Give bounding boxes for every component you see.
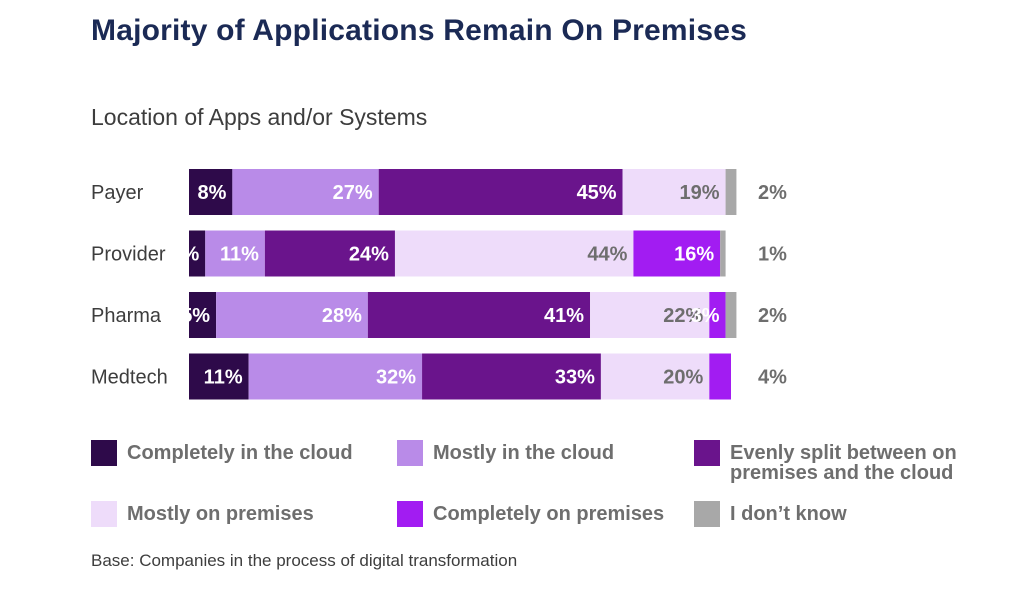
- segment-label: 5%: [181, 305, 210, 327]
- legend-item-completely-premises: Completely on premises: [397, 501, 664, 527]
- bar-segment: [216, 292, 368, 338]
- legend-label: Mostly on premises: [127, 503, 314, 525]
- category-label: Medtech: [91, 367, 168, 389]
- segment-label: 41%: [544, 305, 584, 327]
- segment-label: 27%: [333, 182, 373, 204]
- chart-footnote: Base: Companies in the process of digita…: [91, 551, 518, 570]
- bar-segment: [720, 230, 726, 277]
- bar-segment: [205, 230, 265, 277]
- end-label: 4%: [758, 367, 787, 389]
- segment-label: 19%: [680, 182, 720, 204]
- segment-label: 32%: [376, 367, 416, 389]
- bar-segment: [622, 169, 726, 215]
- legend-swatch: [694, 501, 720, 527]
- end-label: 1%: [758, 244, 787, 266]
- legend-item-completely-cloud: Completely in the cloud: [91, 440, 353, 466]
- legend-swatch: [397, 501, 423, 527]
- bar-segment: [367, 292, 591, 338]
- category-label: Pharma: [91, 305, 162, 327]
- bar-segment: [709, 292, 726, 338]
- bar-segment: [590, 292, 710, 338]
- legend-label: Completely on premises: [433, 503, 665, 525]
- segment-label: 45%: [577, 182, 617, 204]
- legend-label: Mostly in the cloud: [433, 442, 615, 464]
- category-label: Payer: [91, 182, 144, 204]
- chart-subtitle: Location of Apps and/or Systems: [91, 104, 428, 130]
- legend-swatch: [397, 440, 423, 466]
- bar-segment: [189, 353, 249, 400]
- stacked-bar-chart: Payer 8% 27% 45% 19% 2%Provider 3% 11% 24% 44% 16%…: [91, 169, 787, 400]
- segment-label: 16%: [674, 244, 714, 266]
- bar-segment: [378, 169, 623, 215]
- legend-swatch: [694, 440, 720, 466]
- legend-swatch: [91, 501, 117, 527]
- legend-label: I don’t know: [730, 503, 847, 525]
- segment-label: 8%: [197, 182, 226, 204]
- segment-label: 24%: [349, 244, 389, 266]
- bar-segment: [600, 353, 710, 400]
- bar-segment: [189, 292, 217, 338]
- segment-label: 11%: [204, 367, 243, 389]
- bar-segment: [633, 230, 721, 277]
- end-label: 2%: [758, 305, 787, 327]
- bar-segment: [709, 353, 731, 400]
- legend-item-mostly-cloud: Mostly in the cloud: [397, 440, 614, 466]
- bar-segment: [189, 169, 233, 215]
- segment-label: 3%: [691, 305, 720, 327]
- bar-segment: [264, 230, 395, 277]
- legend-swatch: [91, 440, 117, 466]
- segment-label: 44%: [587, 244, 627, 266]
- segment-label: 20%: [663, 367, 703, 389]
- legend-label: Evenly split between on premises and the…: [730, 442, 957, 484]
- bar-segment: [394, 230, 634, 277]
- legend-item-evenly-split: Evenly split between on premises and the…: [694, 440, 1010, 483]
- segment-label: 3%: [170, 244, 199, 266]
- end-label: 2%: [758, 182, 787, 204]
- bar-segment: [189, 230, 206, 277]
- legend-label: Completely in the cloud: [127, 442, 353, 464]
- legend-item-dont-know: I don’t know: [694, 501, 847, 527]
- legend-item-mostly-premises: Mostly on premises: [91, 501, 314, 527]
- bar-segment: [725, 169, 737, 215]
- segment-label: 33%: [555, 367, 595, 389]
- bar-segment: [248, 353, 423, 400]
- bar-segment: [725, 292, 737, 338]
- bar-segment: [232, 169, 379, 215]
- segment-label: 28%: [322, 305, 362, 327]
- category-label: Provider: [91, 244, 166, 266]
- bar-segment: [422, 353, 601, 400]
- segment-label: 22%: [663, 305, 703, 327]
- chart-title: Majority of Applications Remain On Premi…: [91, 14, 747, 47]
- segment-label: 11%: [220, 244, 259, 266]
